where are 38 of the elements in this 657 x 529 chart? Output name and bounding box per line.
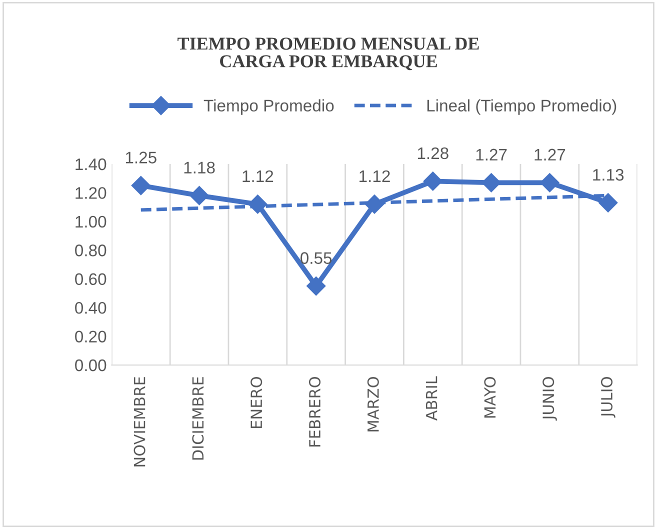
data-label: 0.55 bbox=[300, 252, 332, 264]
x-tick-label: DICIEMBRE bbox=[192, 377, 204, 460]
point bbox=[248, 194, 268, 214]
point bbox=[190, 186, 209, 206]
y-tick-label: 0.40 bbox=[75, 302, 106, 314]
y-tick-label: 0.60 bbox=[75, 273, 106, 286]
point bbox=[131, 176, 150, 196]
data-label: 1.13 bbox=[593, 168, 624, 181]
x-tick-label: MAYO bbox=[484, 376, 496, 418]
chart-title: TIEMPO PROMEDIO MENSUAL DE CARGA POR EMBARQUE bbox=[178, 38, 479, 70]
y-tick-label: 1.20 bbox=[76, 187, 106, 199]
data-label: 1.27 bbox=[534, 148, 566, 160]
x-tick-label: MARZO bbox=[367, 376, 379, 432]
y-tick-label: 1.40 bbox=[76, 158, 106, 170]
data-label: 1.12 bbox=[242, 170, 274, 182]
y-tick-label: 1.00 bbox=[76, 216, 106, 228]
legend-label: Tiempo Promedio bbox=[204, 99, 334, 115]
data-label: 1.28 bbox=[418, 147, 448, 160]
data-label: 1.25 bbox=[126, 152, 156, 164]
x-tick-label: FEBRERO bbox=[308, 376, 321, 446]
data-label: 1.27 bbox=[476, 148, 507, 160]
x-tick-label: JULIO bbox=[600, 376, 616, 418]
y-tick-label: 0.80 bbox=[75, 244, 106, 256]
y-tick-label: 0.20 bbox=[75, 330, 106, 342]
point bbox=[482, 173, 501, 192]
x-tick-label: NOVIEMBRE bbox=[134, 377, 146, 466]
data-label: 1.12 bbox=[360, 170, 390, 182]
point bbox=[423, 172, 442, 191]
x-tick-label: ABRIL bbox=[426, 376, 438, 421]
x-tick-label: JUNIO bbox=[542, 376, 557, 421]
point bbox=[598, 193, 618, 212]
point bbox=[306, 276, 326, 296]
data-label: 1.18 bbox=[184, 162, 215, 174]
point bbox=[540, 173, 560, 192]
legend-label: Lineal (Tiempo Promedio) bbox=[427, 99, 616, 115]
point bbox=[364, 194, 384, 214]
y-tick-label: 0.00 bbox=[75, 359, 106, 372]
x-tick-label: ENERO bbox=[250, 376, 262, 428]
